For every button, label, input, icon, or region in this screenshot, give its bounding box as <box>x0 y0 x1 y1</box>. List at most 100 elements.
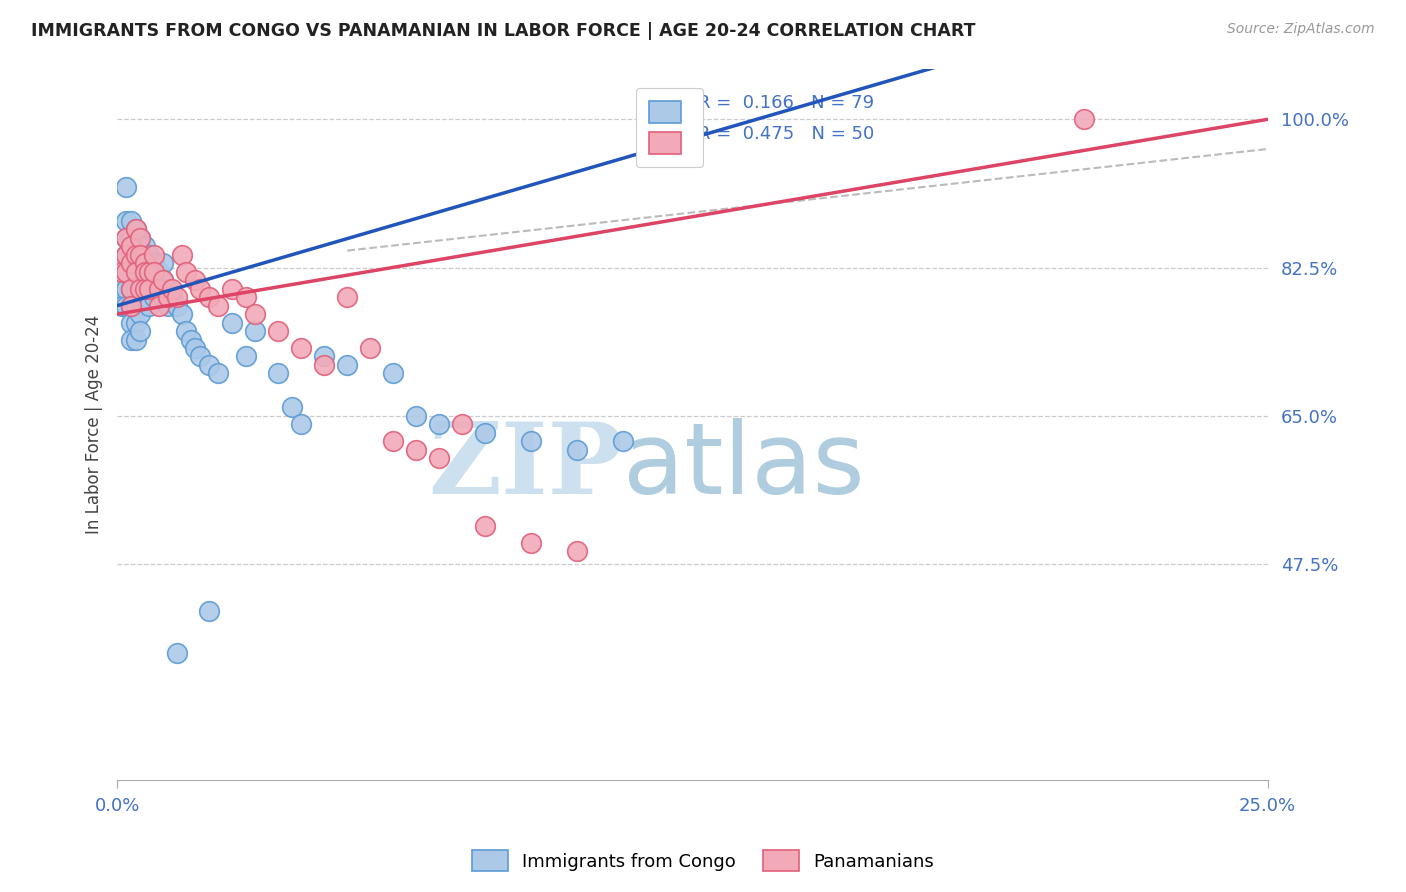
Point <box>134 273 156 287</box>
Point <box>115 248 138 262</box>
Point <box>267 367 290 381</box>
Legend: Immigrants from Congo, Panamanians: Immigrants from Congo, Panamanians <box>464 843 942 879</box>
Point <box>166 299 188 313</box>
Point <box>162 282 184 296</box>
Point <box>120 231 142 245</box>
Point <box>111 256 134 270</box>
Point <box>129 290 152 304</box>
Point <box>170 248 193 262</box>
Point <box>207 367 229 381</box>
Point <box>120 333 142 347</box>
Point <box>129 248 152 262</box>
Point <box>405 409 427 423</box>
Point <box>143 273 166 287</box>
Point <box>115 299 138 313</box>
Text: R =  0.166   N = 79: R = 0.166 N = 79 <box>699 94 875 112</box>
Point <box>124 248 146 262</box>
Point <box>138 282 160 296</box>
Point <box>111 256 134 270</box>
Point <box>290 341 312 355</box>
Point <box>115 214 138 228</box>
Point <box>235 350 257 364</box>
Point <box>152 290 174 304</box>
Point <box>612 434 634 449</box>
Point <box>188 282 211 296</box>
Point <box>134 256 156 270</box>
Point <box>134 282 156 296</box>
Point <box>148 299 170 313</box>
Point <box>198 358 221 372</box>
Point <box>170 307 193 321</box>
Point <box>124 333 146 347</box>
Point <box>129 256 152 270</box>
Point <box>120 282 142 296</box>
Point <box>184 341 207 355</box>
Point <box>336 290 359 304</box>
Point <box>124 239 146 253</box>
Point <box>134 239 156 253</box>
Point <box>474 518 496 533</box>
Point <box>567 442 589 457</box>
Point <box>520 434 543 449</box>
Point <box>124 282 146 296</box>
Point <box>235 290 257 304</box>
Point <box>290 417 312 432</box>
Point <box>451 417 474 432</box>
Point <box>143 290 166 304</box>
Point <box>174 324 197 338</box>
Point <box>281 401 304 415</box>
Point <box>314 358 336 372</box>
Point <box>115 265 138 279</box>
Point <box>143 256 166 270</box>
Point <box>156 290 179 304</box>
Point <box>221 282 243 296</box>
Point <box>405 442 427 457</box>
Point <box>382 367 405 381</box>
Point <box>198 603 221 617</box>
Text: Source: ZipAtlas.com: Source: ZipAtlas.com <box>1227 22 1375 37</box>
Point <box>188 350 211 364</box>
Point <box>152 256 174 270</box>
Point <box>120 239 142 253</box>
Point <box>245 324 267 338</box>
Point <box>111 265 134 279</box>
Point <box>111 299 134 313</box>
Point <box>129 307 152 321</box>
Point <box>148 282 170 296</box>
Point <box>124 222 146 236</box>
Point <box>115 248 138 262</box>
Point <box>382 434 405 449</box>
Point <box>162 290 184 304</box>
Point <box>138 265 160 279</box>
Point <box>336 358 359 372</box>
Point <box>134 265 156 279</box>
Point <box>152 273 174 287</box>
Point <box>156 299 179 313</box>
Point <box>207 299 229 313</box>
Point <box>166 290 188 304</box>
Point <box>427 417 450 432</box>
Point <box>115 282 138 296</box>
Point <box>124 265 146 279</box>
Point <box>143 248 166 262</box>
Point <box>138 299 160 313</box>
Point <box>245 307 267 321</box>
Point <box>184 273 207 287</box>
Point <box>166 646 188 660</box>
Point <box>156 282 179 296</box>
Point <box>115 180 138 194</box>
Point <box>115 231 138 245</box>
Point <box>120 316 142 330</box>
Point <box>134 256 156 270</box>
Point <box>129 231 152 245</box>
Text: atlas: atlas <box>623 418 865 516</box>
Y-axis label: In Labor Force | Age 20-24: In Labor Force | Age 20-24 <box>86 315 103 533</box>
Point <box>120 214 142 228</box>
Point <box>111 265 134 279</box>
Point <box>120 299 142 313</box>
Point <box>111 282 134 296</box>
Point <box>174 265 197 279</box>
Point <box>124 316 146 330</box>
Point <box>267 324 290 338</box>
Point <box>427 451 450 466</box>
